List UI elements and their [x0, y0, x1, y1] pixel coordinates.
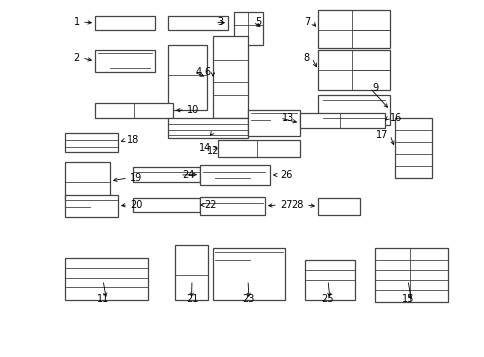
Text: 2: 2: [74, 53, 80, 63]
Bar: [318, 95, 389, 125]
Bar: [304, 260, 354, 300]
Text: 1: 1: [74, 17, 80, 27]
Bar: [133, 198, 199, 212]
Text: 20: 20: [130, 200, 142, 210]
Text: 7: 7: [303, 17, 309, 27]
Bar: [233, 12, 262, 45]
Bar: [217, 140, 300, 157]
Bar: [300, 113, 384, 128]
Text: 6: 6: [204, 67, 211, 77]
Bar: [212, 248, 285, 300]
Bar: [394, 118, 431, 178]
Text: 8: 8: [303, 53, 309, 63]
Bar: [318, 10, 389, 48]
Text: 23: 23: [242, 294, 254, 304]
Text: 13: 13: [281, 113, 294, 123]
Bar: [247, 110, 300, 136]
Text: 3: 3: [216, 17, 223, 27]
Text: 12: 12: [206, 146, 219, 156]
Text: 4: 4: [196, 67, 202, 77]
Bar: [95, 50, 155, 72]
Bar: [95, 103, 173, 118]
Text: 16: 16: [389, 113, 401, 123]
Bar: [212, 36, 247, 118]
Text: 11: 11: [97, 294, 109, 304]
Text: 28: 28: [291, 200, 303, 210]
Bar: [318, 198, 359, 215]
Text: 25: 25: [321, 294, 333, 304]
Bar: [199, 165, 270, 185]
Bar: [167, 118, 247, 138]
Bar: [167, 45, 207, 110]
Text: 19: 19: [130, 173, 142, 183]
Text: 10: 10: [187, 105, 199, 115]
Text: 9: 9: [371, 83, 378, 93]
Bar: [65, 195, 118, 217]
Text: 5: 5: [255, 17, 261, 27]
Bar: [65, 162, 110, 200]
Bar: [133, 167, 199, 182]
Text: 15: 15: [401, 294, 413, 304]
Bar: [65, 133, 118, 152]
Text: 18: 18: [127, 135, 139, 145]
Bar: [318, 50, 389, 90]
Text: 14: 14: [198, 143, 211, 153]
Bar: [199, 197, 264, 215]
Text: 17: 17: [375, 130, 387, 140]
Bar: [65, 258, 148, 300]
Bar: [175, 245, 208, 300]
Bar: [167, 16, 227, 30]
Text: 21: 21: [185, 294, 198, 304]
Text: 27: 27: [279, 200, 292, 210]
Text: 24: 24: [182, 170, 194, 180]
Text: 22: 22: [204, 200, 216, 210]
Bar: [95, 16, 155, 30]
Text: 26: 26: [279, 170, 292, 180]
Bar: [374, 248, 447, 302]
